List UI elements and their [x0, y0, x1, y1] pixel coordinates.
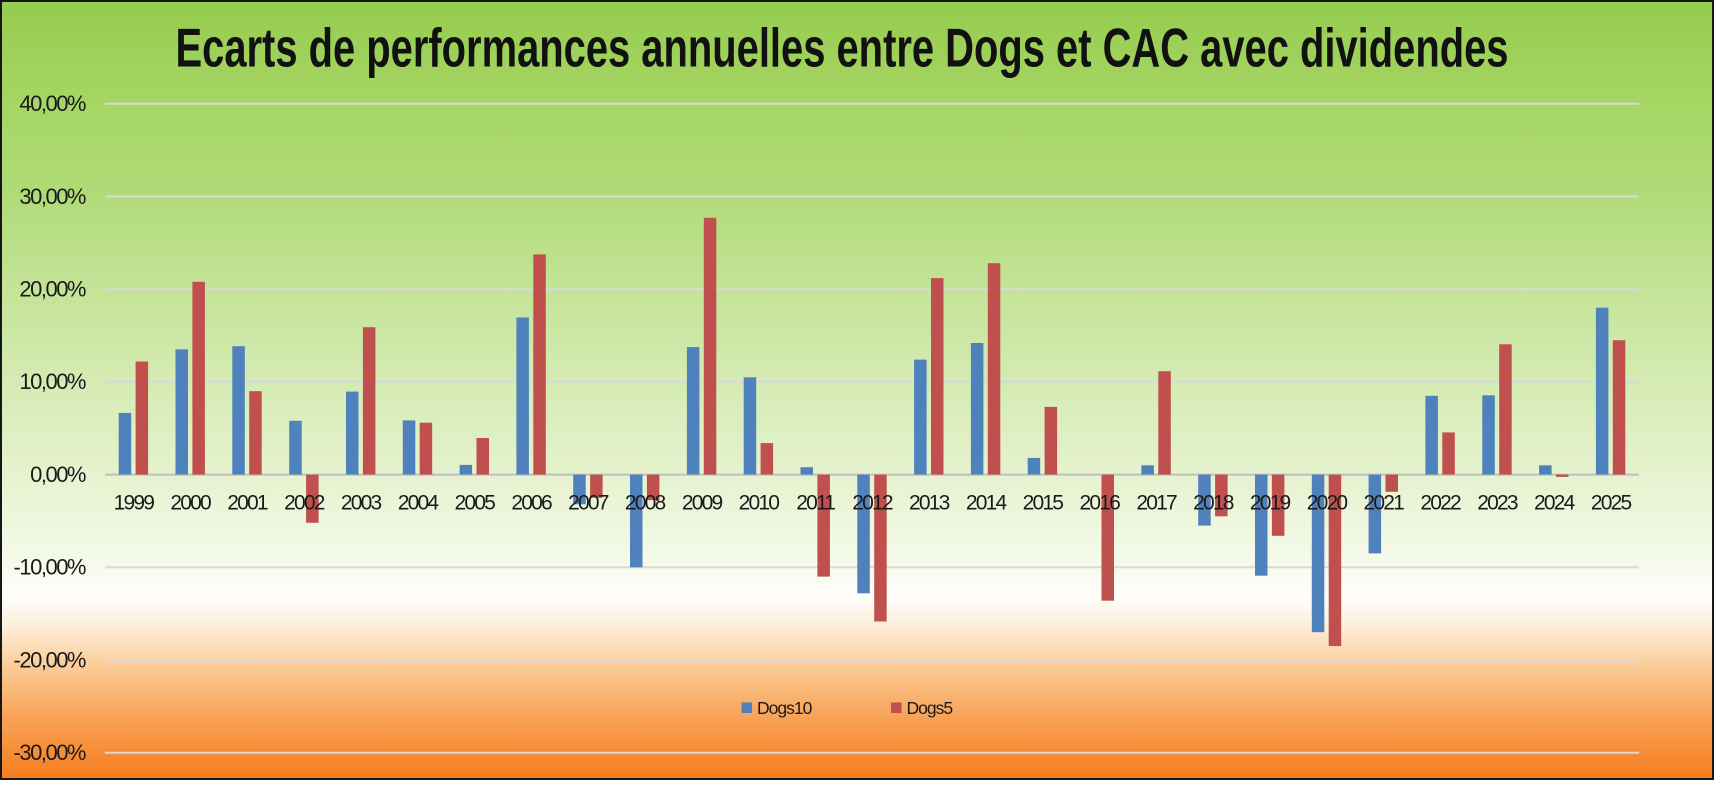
svg-text:2008: 2008 [625, 492, 666, 515]
svg-text:2024: 2024 [1534, 492, 1576, 515]
svg-text:20,00%: 20,00% [19, 277, 86, 302]
svg-text:-20,00%: -20,00% [14, 647, 86, 672]
svg-text:2011: 2011 [796, 492, 835, 515]
svg-text:2022: 2022 [1420, 492, 1461, 515]
svg-text:2020: 2020 [1307, 492, 1348, 515]
svg-text:2018: 2018 [1193, 492, 1234, 515]
svg-text:1999: 1999 [114, 492, 155, 515]
svg-text:2019: 2019 [1250, 492, 1291, 515]
svg-text:Dogs10: Dogs10 [757, 698, 813, 718]
svg-text:2006: 2006 [511, 492, 552, 515]
svg-text:-10,00%: -10,00% [14, 555, 86, 580]
svg-text:2003: 2003 [341, 492, 382, 515]
svg-text:2017: 2017 [1136, 492, 1177, 515]
svg-text:30,00%: 30,00% [19, 184, 86, 209]
svg-text:10,00%: 10,00% [19, 369, 86, 394]
svg-text:2009: 2009 [682, 492, 723, 515]
svg-text:2002: 2002 [284, 492, 325, 515]
svg-text:2013: 2013 [909, 492, 950, 515]
svg-text:2014: 2014 [966, 492, 1008, 515]
svg-text:0,00%: 0,00% [30, 462, 86, 487]
svg-text:2004: 2004 [398, 492, 440, 515]
svg-text:2012: 2012 [852, 492, 893, 515]
svg-text:2016: 2016 [1080, 492, 1121, 515]
svg-text:Ecarts de performances annuell: Ecarts de performances annuelles entre D… [176, 17, 1509, 79]
svg-text:2025: 2025 [1591, 492, 1632, 515]
svg-text:2015: 2015 [1023, 492, 1064, 515]
svg-text:2021: 2021 [1364, 492, 1405, 515]
svg-text:2001: 2001 [227, 492, 268, 515]
svg-text:2000: 2000 [170, 492, 211, 515]
svg-text:2007: 2007 [568, 492, 609, 515]
svg-text:40,00%: 40,00% [19, 91, 86, 116]
svg-text:2005: 2005 [455, 492, 496, 515]
svg-text:-30,00%: -30,00% [14, 740, 86, 765]
svg-text:Dogs5: Dogs5 [907, 698, 953, 718]
svg-text:2023: 2023 [1477, 492, 1518, 515]
svg-text:2010: 2010 [739, 492, 780, 515]
